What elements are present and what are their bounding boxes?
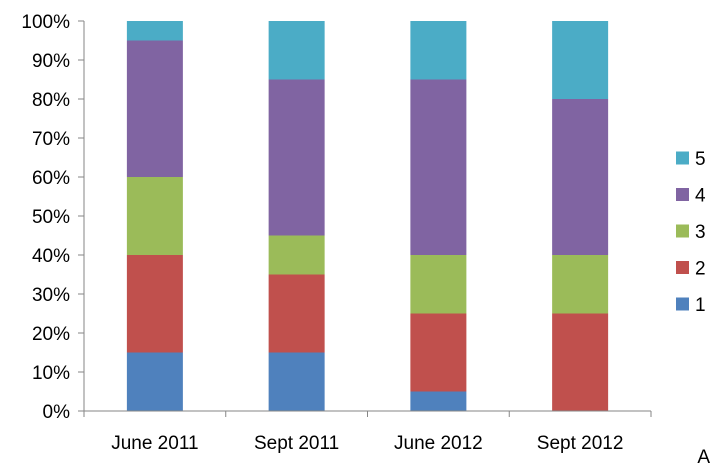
bar-1-june-2012 (410, 391, 467, 411)
legend-label-3: 3 (695, 222, 706, 243)
legend-label-5: 5 (695, 149, 706, 170)
legend-swatch-5 (676, 151, 689, 165)
bar-5-sept-2011 (268, 21, 325, 80)
legend: 5 4 3 2 1 (676, 149, 706, 316)
legend-swatch-4 (676, 188, 689, 201)
legend-swatch-2 (676, 261, 689, 274)
y-tick-label: 100% (21, 12, 70, 33)
x-tick-label: June 2011 (111, 433, 198, 454)
y-tick-label: 20% (32, 324, 70, 345)
legend-label-1: 1 (695, 295, 706, 316)
bar-1-june-2011 (126, 352, 183, 411)
bar-3-sept-2012 (552, 255, 609, 314)
bar-3-sept-2011 (268, 235, 325, 275)
y-tick-label: 10% (32, 363, 70, 384)
bar-5-sept-2012 (552, 21, 609, 99)
y-tick-label: 80% (32, 90, 70, 111)
bar-5-june-2012 (410, 21, 467, 80)
plot-area: 0% 10% 20% 30% 40% 50% 60% 70% 80% 90% 100% June 20… (21, 12, 652, 454)
bar-5-june-2011 (126, 21, 183, 41)
y-tick-label: 30% (32, 285, 70, 306)
x-tick-label: Sept 2011 (254, 433, 339, 454)
bar-4-june-2011 (126, 40, 183, 177)
y-tick-label: 40% (32, 246, 70, 267)
legend-swatch-3 (676, 224, 689, 238)
bar-1-sept-2011 (268, 352, 325, 411)
legend-swatch-1 (676, 297, 689, 311)
bar-2-sept-2012 (552, 313, 609, 411)
legend-label-2: 2 (695, 259, 706, 280)
bar-2-june-2011 (126, 255, 183, 353)
bar-4-sept-2011 (268, 79, 325, 236)
bar-3-june-2011 (126, 177, 183, 255)
y-tick-label: 90% (32, 51, 70, 72)
y-tick-label: 50% (32, 207, 70, 228)
y-tick-label: 60% (32, 168, 70, 189)
bar-2-june-2012 (410, 313, 467, 392)
y-tick-label: 70% (32, 129, 70, 150)
y-tick-label: 0% (43, 402, 71, 423)
bar-3-june-2012 (410, 255, 467, 314)
x-tick-label: June 2012 (394, 433, 483, 454)
bar-2-sept-2011 (268, 274, 325, 353)
corner-label: A (697, 447, 710, 468)
bar-4-sept-2012 (552, 99, 609, 255)
x-tick-label: Sept 2012 (537, 433, 624, 454)
legend-label-4: 4 (695, 186, 706, 207)
bar-4-june-2012 (410, 79, 467, 255)
